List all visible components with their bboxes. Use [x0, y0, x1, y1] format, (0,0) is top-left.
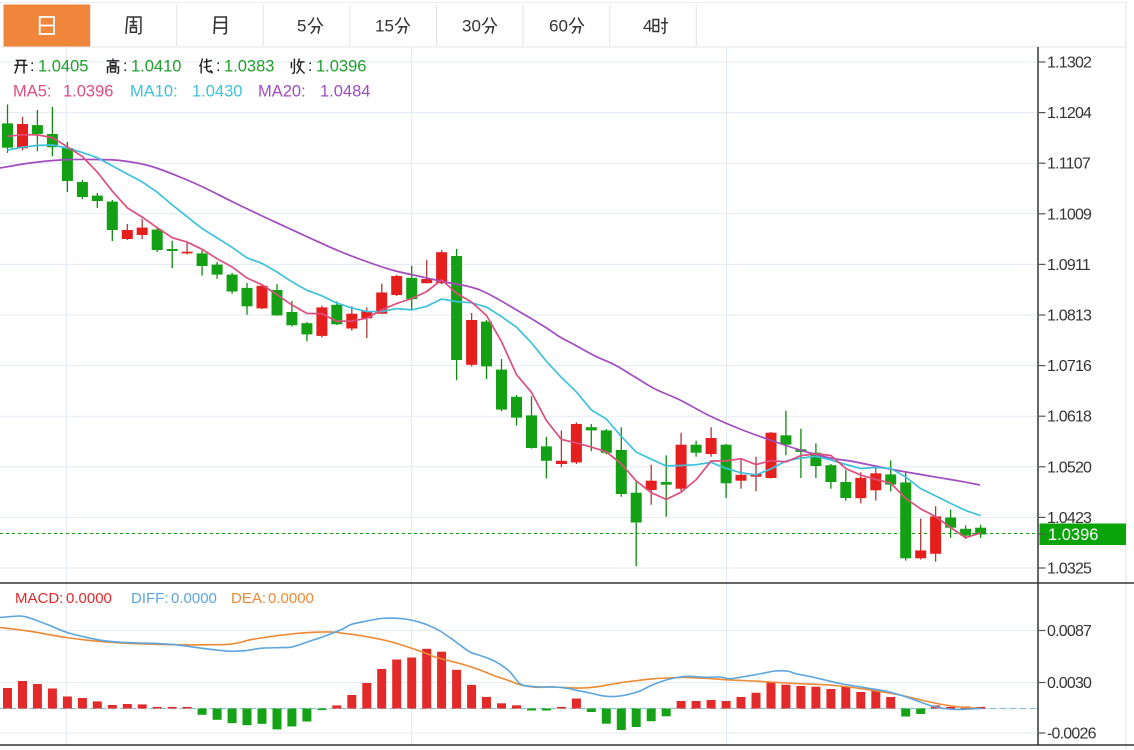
svg-text:15: 15: [375, 17, 394, 36]
svg-text:1.1107: 1.1107: [1047, 156, 1091, 173]
svg-text:30: 30: [462, 17, 481, 36]
svg-text:MA10:: MA10:: [130, 83, 178, 101]
svg-text:1.0396: 1.0396: [316, 58, 366, 76]
svg-text:1.0396: 1.0396: [1048, 526, 1098, 544]
svg-text:1.0410: 1.0410: [131, 58, 181, 76]
svg-text:1.0423: 1.0423: [1047, 510, 1092, 527]
svg-text:0.0087: 0.0087: [1047, 623, 1092, 640]
svg-text::: :: [308, 58, 312, 75]
svg-text:-0.0026: -0.0026: [1047, 726, 1097, 743]
svg-text:4: 4: [643, 17, 652, 36]
svg-text:1.0396: 1.0396: [63, 83, 113, 101]
svg-text:1.0325: 1.0325: [1047, 561, 1092, 578]
svg-text:1.0430: 1.0430: [192, 83, 242, 101]
svg-text:DEA:: DEA:: [231, 590, 266, 607]
svg-text:1.0618: 1.0618: [1047, 409, 1092, 426]
svg-text:1.0716: 1.0716: [1047, 358, 1092, 375]
svg-text:5: 5: [297, 17, 306, 36]
svg-text:1.0383: 1.0383: [224, 58, 274, 76]
svg-text:60: 60: [549, 17, 568, 36]
svg-text:1.0813: 1.0813: [1047, 308, 1092, 325]
svg-text:MA5:: MA5:: [13, 83, 52, 101]
svg-text::: :: [216, 58, 220, 75]
svg-text:1.0520: 1.0520: [1047, 459, 1092, 476]
svg-text:1.0911: 1.0911: [1047, 257, 1091, 274]
svg-text:1.1009: 1.1009: [1047, 206, 1092, 223]
svg-text:1.0484: 1.0484: [320, 83, 370, 101]
svg-text:DIFF:: DIFF:: [131, 590, 169, 607]
svg-text:0.0000: 0.0000: [171, 590, 217, 607]
svg-text::: :: [30, 58, 34, 75]
svg-text:0.0030: 0.0030: [1047, 675, 1092, 692]
svg-text:0.0000: 0.0000: [268, 590, 314, 607]
svg-text:MACD:: MACD:: [15, 590, 63, 607]
svg-text:1.0405: 1.0405: [38, 58, 88, 76]
svg-text:1.1302: 1.1302: [1047, 55, 1092, 72]
svg-text::: :: [123, 58, 127, 75]
svg-text:1.1204: 1.1204: [1047, 105, 1092, 122]
svg-text:0.0000: 0.0000: [66, 590, 112, 607]
svg-text:MA20:: MA20:: [258, 83, 306, 101]
